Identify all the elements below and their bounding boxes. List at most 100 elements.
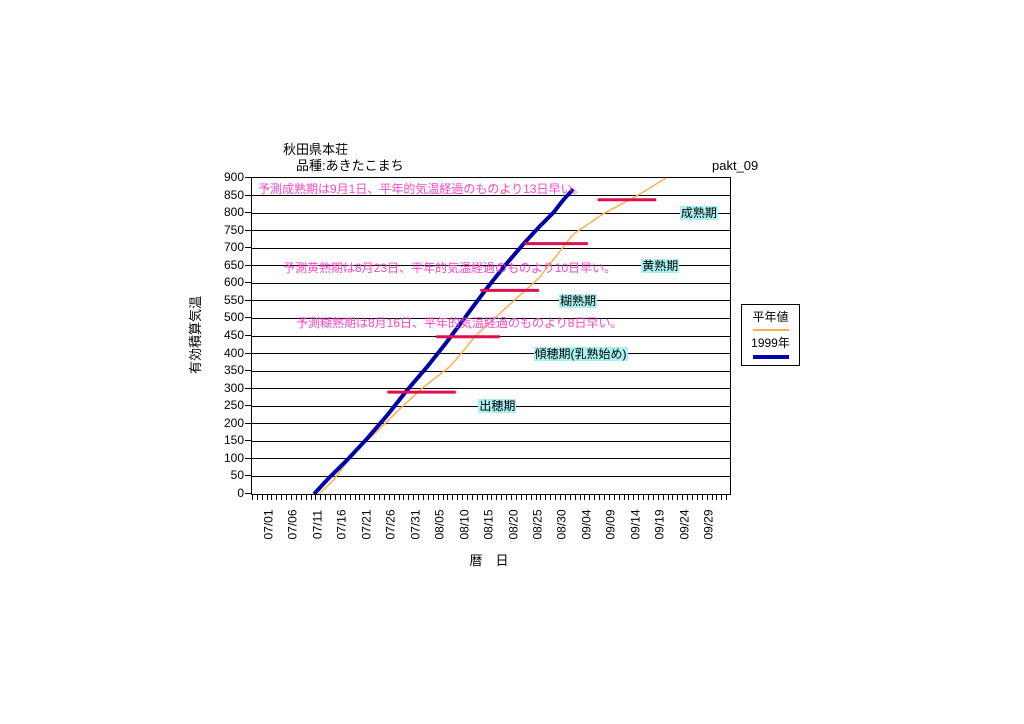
x-axis-tick: [291, 494, 292, 500]
x-axis-tick: [603, 494, 605, 500]
y-tick-label: 800: [223, 205, 244, 220]
gridline: [252, 247, 730, 249]
y-axis-tick: [245, 370, 251, 372]
gridline: [252, 370, 730, 372]
x-axis-tick: [383, 494, 385, 500]
x-axis-tick: [569, 494, 571, 500]
x-axis-tick: [286, 494, 288, 500]
x-tick-label: 07/06: [285, 509, 300, 540]
plot-area: 出穂期 傾穂期(乳熟始め) 糊熟期 黄熟期 成熟期: [251, 177, 731, 496]
legend-label-normal: 平年値: [752, 309, 789, 324]
series-line-1999: [312, 187, 575, 496]
x-axis-tick: [349, 494, 351, 500]
x-axis-tick: [452, 494, 454, 500]
x-axis-tick: [682, 494, 684, 500]
x-axis-tick: [379, 494, 381, 500]
x-axis-tick: [594, 494, 596, 500]
gridline: [252, 388, 730, 390]
x-axis-tick: [608, 494, 610, 500]
x-axis-tick: [726, 494, 728, 500]
x-axis-tick: [432, 494, 434, 500]
x-axis-tick: [330, 494, 332, 500]
x-axis-tick: [251, 494, 253, 500]
x-tick-label: 09/24: [677, 509, 692, 540]
x-axis-tick: [667, 494, 669, 500]
x-axis-tick: [364, 494, 366, 500]
x-axis-tick: [628, 494, 630, 500]
y-tick-label: 900: [223, 170, 244, 184]
y-axis-tick: [245, 422, 251, 424]
x-axis-tick: [555, 494, 557, 500]
x-axis-tick: [339, 494, 341, 500]
x-axis-tick: [545, 494, 547, 500]
x-axis-tick: [256, 494, 258, 500]
series-layer: [312, 177, 667, 496]
x-axis-tick: [261, 494, 263, 500]
x-axis-tick: [320, 494, 322, 500]
gridline: [252, 475, 730, 477]
y-axis-tick: [245, 335, 251, 336]
y-tick-label: 100: [223, 450, 244, 465]
y-tick-label: 0: [237, 486, 244, 500]
gridline: [252, 317, 730, 319]
stage-label: 成熟期: [679, 206, 718, 221]
x-axis-tick: [467, 494, 469, 500]
y-tick-label: 650: [223, 257, 244, 272]
gridline: [252, 353, 730, 355]
x-tick-label: 09/14: [628, 509, 643, 540]
x-axis-tick: [457, 494, 459, 500]
x-axis-tick: [486, 494, 488, 500]
y-axis-tick: [245, 247, 251, 249]
x-axis-tick: [530, 494, 532, 500]
y-tick-label: 600: [223, 275, 244, 290]
y-axis-tick: [245, 299, 251, 301]
x-axis-tick: [335, 494, 336, 500]
x-axis-tick: [525, 494, 527, 500]
x-axis-tick: [413, 494, 415, 500]
y-axis-tick: [245, 440, 251, 442]
x-axis-tick: [476, 494, 478, 500]
x-axis-tick: [711, 494, 713, 500]
x-axis-tick: [706, 494, 708, 500]
x-axis-tick: [305, 494, 307, 500]
x-axis-tick: [374, 494, 376, 500]
x-tick-label: 08/20: [506, 509, 520, 540]
x-axis-tick: [652, 494, 654, 500]
x-axis-tick: [535, 494, 537, 500]
x-axis-tick: [691, 494, 693, 500]
x-tick-label: 09/04: [579, 509, 594, 540]
x-axis-tick: [506, 494, 508, 500]
x-axis-tick: [447, 494, 449, 500]
legend-line-1999: [752, 355, 789, 360]
x-axis-tick: [442, 494, 444, 500]
y-axis-tick: [245, 194, 251, 196]
x-axis-tick: [574, 494, 576, 500]
x-axis-tick: [550, 494, 552, 500]
chart-title: 秋田県本荘: [283, 142, 349, 157]
gridline: [252, 265, 730, 267]
y-tick-label: 850: [223, 187, 244, 202]
x-axis-tick: [315, 494, 317, 500]
y-tick-label: 500: [223, 310, 244, 325]
x-axis-tick: [295, 494, 297, 500]
x-axis-tick: [638, 494, 640, 500]
x-tick-label: 07/21: [359, 509, 374, 540]
y-tick-label: 400: [223, 345, 244, 360]
x-axis-tick: [481, 494, 483, 500]
watermark-label: pakt_09: [712, 158, 759, 173]
x-tick-label: 09/19: [652, 509, 667, 540]
x-axis-tick: [657, 494, 659, 500]
gridline: [252, 195, 730, 197]
x-axis-tick: [266, 494, 268, 500]
x-axis-tick: [403, 494, 405, 500]
x-axis-tick: [393, 494, 395, 500]
x-tick-label: 07/26: [383, 509, 398, 540]
stage-label: 糊熟期: [559, 293, 598, 308]
y-axis-title: 有効積算気温: [188, 296, 203, 375]
annotation-yellow-ripe-prediction: 予測黄熟期は8月23日、平年的気温経過のものより10日早い。: [283, 261, 617, 275]
y-tick-label: 750: [223, 222, 244, 237]
x-axis-tick: [462, 494, 464, 500]
y-tick-label: 700: [223, 240, 244, 255]
x-axis-tick: [491, 494, 493, 500]
x-axis-tick: [501, 494, 503, 500]
